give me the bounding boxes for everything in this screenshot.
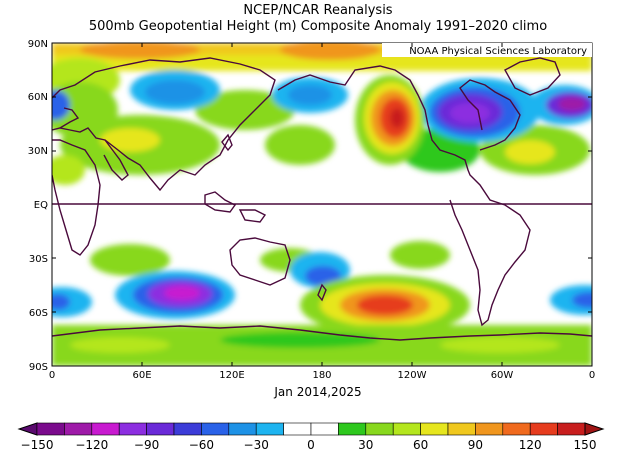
colorbar-box [529, 422, 558, 436]
lat-label: 90N [28, 39, 48, 50]
lon-label: 120W [398, 370, 427, 381]
colorbar-arrow-low [17, 422, 38, 436]
lat-axis: 90N 60N 30N EQ 30S 60S 90S [28, 39, 592, 373]
colorbar-tick-label: −120 [75, 438, 108, 452]
colorbar-tick-label: −60 [189, 438, 214, 452]
colorbar-boxes [17, 422, 605, 436]
lat-label: 60S [29, 308, 48, 319]
lon-label: 180 [312, 370, 331, 381]
lat-label: 60N [28, 92, 48, 103]
colorbar-tick-label: −30 [244, 438, 269, 452]
anomaly-field [52, 43, 592, 366]
credit-label: NOAA Physical Sciences Laboratory [409, 46, 587, 57]
colorbar-tick-label: 90 [468, 438, 483, 452]
lon-axis: 0 60E 120E 180 120W 60W 0 [49, 43, 595, 381]
lat-label: 30S [29, 254, 48, 265]
coastlines [52, 57, 592, 341]
colorbar-box [557, 422, 586, 436]
colorbar-tick-label: 30 [358, 438, 373, 452]
lon-label: 60E [132, 370, 151, 381]
colorbar-tick-label: −150 [21, 438, 54, 452]
colorbar-box [118, 422, 147, 436]
date-label: Jan 2014,2025 [274, 385, 362, 399]
colorbar-box [310, 422, 339, 436]
colorbar-box [173, 422, 202, 436]
colorbar: −150 −120 −90 −60 −30 0 30 60 90 120 150 [17, 422, 605, 452]
colorbar-labels: −150 −120 −90 −60 −30 0 30 60 90 120 150 [21, 438, 597, 452]
colorbar-box [36, 422, 65, 436]
colorbar-tick-label: −90 [134, 438, 159, 452]
lat-label: 30N [28, 146, 48, 157]
colorbar-box [201, 422, 230, 436]
colorbar-tick-label: 120 [519, 438, 542, 452]
colorbar-box [64, 422, 93, 436]
lat-label: 90S [29, 362, 48, 373]
colorbar-box [365, 422, 394, 436]
colorbar-box [255, 422, 284, 436]
colorbar-box [146, 422, 175, 436]
colorbar-tick-label: 60 [413, 438, 428, 452]
colorbar-box [392, 422, 421, 436]
colorbar-box [228, 422, 257, 436]
colorbar-tick-label: 0 [307, 438, 315, 452]
title-line-1: NCEP/NCAR Reanalysis [243, 3, 393, 18]
title-line-2: 500mb Geopotential Height (m) Composite … [88, 19, 548, 34]
credit-box [382, 43, 592, 57]
lon-label: 0 [589, 370, 595, 381]
colorbar-box [283, 422, 312, 436]
colorbar-box [447, 422, 476, 436]
lon-label: 0 [49, 370, 55, 381]
colorbar-box [420, 422, 449, 436]
lon-label: 60W [491, 370, 514, 381]
lon-label: 120E [219, 370, 244, 381]
lat-label: EQ [34, 200, 48, 211]
colorbar-box [475, 422, 504, 436]
colorbar-tick-label: 150 [574, 438, 597, 452]
colorbar-box [91, 422, 120, 436]
colorbar-box [502, 422, 531, 436]
colorbar-arrow-high [584, 422, 605, 436]
colorbar-box [338, 422, 367, 436]
